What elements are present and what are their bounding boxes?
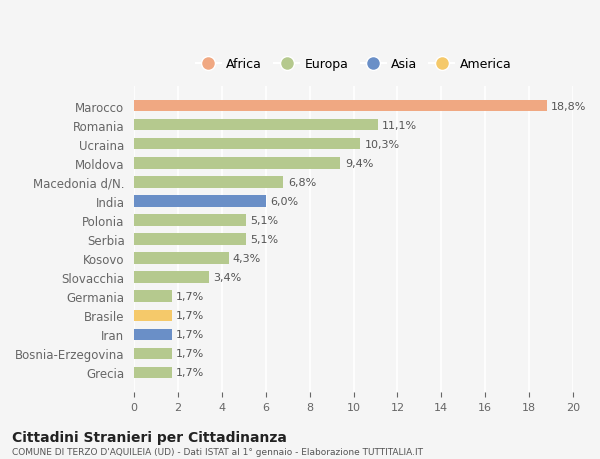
Text: 3,4%: 3,4% (213, 273, 241, 283)
Bar (134, 367, 172, 378)
Bar (134, 291, 172, 302)
Text: 1,7%: 1,7% (176, 368, 204, 378)
Bar (134, 139, 360, 150)
Bar (134, 177, 283, 188)
Bar (134, 158, 340, 169)
Text: Cittadini Stranieri per Cittadinanza: Cittadini Stranieri per Cittadinanza (12, 430, 287, 444)
Text: 5,1%: 5,1% (250, 235, 278, 245)
Bar (134, 272, 209, 283)
Bar (134, 329, 172, 340)
Text: 1,7%: 1,7% (176, 349, 204, 358)
Text: 9,4%: 9,4% (345, 158, 373, 168)
Text: 1,7%: 1,7% (176, 311, 204, 320)
Text: 18,8%: 18,8% (551, 101, 586, 112)
Bar (134, 215, 246, 226)
Bar (134, 348, 172, 359)
Text: 6,8%: 6,8% (288, 178, 316, 187)
Bar (134, 253, 229, 264)
Bar (134, 310, 172, 321)
Bar (134, 196, 266, 207)
Text: 11,1%: 11,1% (382, 120, 417, 130)
Bar (134, 120, 377, 131)
Bar (134, 101, 547, 112)
Text: 4,3%: 4,3% (233, 253, 261, 263)
Text: 5,1%: 5,1% (250, 216, 278, 225)
Text: 10,3%: 10,3% (365, 140, 400, 150)
Text: 1,7%: 1,7% (176, 291, 204, 302)
Text: 1,7%: 1,7% (176, 330, 204, 340)
Text: COMUNE DI TERZO D'AQUILEIA (UD) - Dati ISTAT al 1° gennaio - Elaborazione TUTTIT: COMUNE DI TERZO D'AQUILEIA (UD) - Dati I… (12, 448, 423, 456)
Bar (134, 234, 246, 245)
Text: 6,0%: 6,0% (270, 196, 298, 207)
Legend: Africa, Europa, Asia, America: Africa, Europa, Asia, America (191, 53, 516, 76)
